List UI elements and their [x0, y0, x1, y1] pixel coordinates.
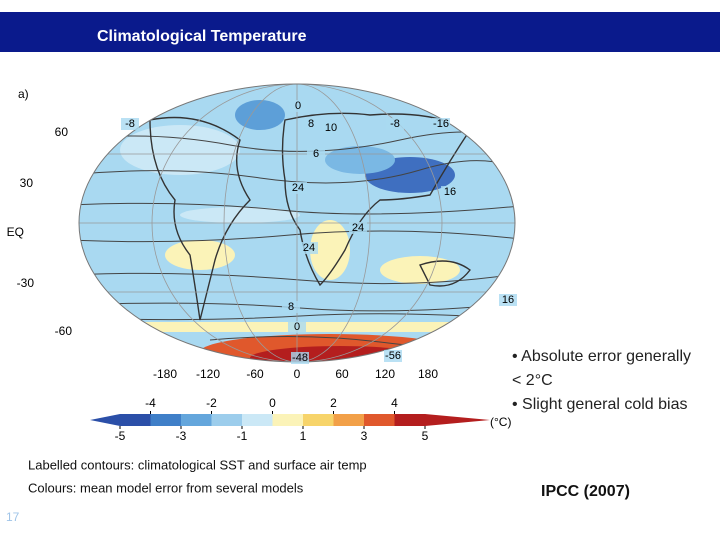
contour-label: 24 — [292, 182, 304, 194]
contour-label: -56 — [385, 350, 401, 362]
colorbar-label: 0 — [269, 396, 276, 410]
contour-label-bg — [291, 352, 309, 364]
contour-label-bg — [288, 321, 306, 333]
lat-label: EQ — [7, 225, 24, 239]
lat-label: 30 — [20, 176, 34, 190]
colorbar-end — [90, 414, 120, 426]
contour-label-bg — [307, 148, 325, 160]
lon-label: 60 — [335, 367, 349, 381]
contour-label: 8 — [308, 118, 314, 130]
contour-label-bg — [386, 118, 404, 130]
lon-label: -120 — [196, 367, 220, 381]
colorbar-label: -3 — [176, 429, 187, 443]
contour-label-bg — [499, 294, 517, 306]
slide-number: 17 — [6, 510, 20, 524]
colorbar-segment — [242, 414, 273, 426]
contour-label: -8 — [390, 118, 400, 130]
colorbar-segment — [364, 414, 395, 426]
colorbar-label: -5 — [115, 429, 126, 443]
header-bar — [0, 12, 720, 52]
contour-label-bg — [441, 186, 459, 198]
contour-label: 24 — [303, 242, 315, 254]
contour-label: 0 — [295, 100, 301, 112]
contour-label: -48 — [292, 352, 308, 364]
colorbar-segment — [303, 414, 334, 426]
contour-label: 16 — [502, 294, 514, 306]
citation: IPCC (2007) — [541, 483, 630, 500]
colorbar-segment — [333, 414, 365, 426]
colorbar-label: -4 — [145, 396, 156, 410]
caption: Colours: mean model error from several m… — [28, 480, 304, 495]
contour-label: 6 — [313, 148, 319, 160]
bullet: • Absolute error generally — [512, 348, 691, 365]
lon-label: -180 — [153, 367, 177, 381]
lon-label: -60 — [246, 367, 264, 381]
colorbar-end — [425, 414, 490, 426]
bullet: • Slight general cold bias — [512, 396, 687, 413]
colorbar-label: -2 — [206, 396, 217, 410]
colorbar-label: 4 — [391, 396, 398, 410]
contour-label: -16 — [433, 118, 449, 130]
contour-label-bg — [289, 182, 307, 194]
colorbar-segment — [272, 414, 304, 426]
contour-label-bg — [302, 118, 320, 130]
colorbar-label: 5 — [422, 429, 429, 443]
lon-label: 180 — [418, 367, 438, 381]
contour-label: 24 — [352, 222, 364, 234]
colorbar-segment — [394, 414, 426, 426]
contour-label-bg — [322, 122, 340, 134]
colorbar-segment — [150, 414, 182, 426]
colorbar-label: 2 — [330, 396, 337, 410]
contour-label-bg — [289, 100, 307, 112]
lat-label: -60 — [55, 324, 73, 338]
bullet: < 2°C — [512, 372, 553, 389]
contour-label: 8 — [288, 301, 294, 313]
caption: Labelled contours: climatological SST an… — [28, 457, 367, 472]
colorbar-label: 1 — [300, 429, 307, 443]
contour-label-bg — [384, 350, 402, 362]
contour-label: 0 — [294, 321, 300, 333]
lat-label: -30 — [17, 276, 35, 290]
colorbar-label: -1 — [237, 429, 248, 443]
colorbar-label: 3 — [361, 429, 368, 443]
lat-label: 60 — [55, 125, 69, 139]
contour-label-bg — [300, 242, 318, 254]
colorbar-segment — [120, 414, 151, 426]
colorbar-segment — [211, 414, 243, 426]
contour-label: -8 — [125, 118, 135, 130]
colorbar-unit: (°C) — [490, 415, 511, 429]
contour-label: 10 — [325, 122, 337, 134]
slide-title: Climatological Temperature — [97, 28, 307, 45]
colorbar-segment — [181, 414, 212, 426]
contour-label-bg — [349, 222, 367, 234]
contour-label: 16 — [444, 186, 456, 198]
lon-label: 120 — [375, 367, 395, 381]
lon-label: 0 — [294, 367, 301, 381]
contour-label-bg — [432, 118, 450, 130]
contour-label-bg — [282, 301, 300, 313]
panel-label: a) — [18, 87, 29, 101]
contour-label-bg — [121, 118, 139, 130]
